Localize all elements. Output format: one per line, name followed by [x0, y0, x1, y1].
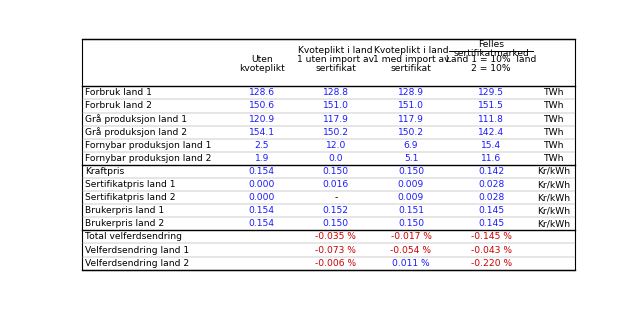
Text: 0.154: 0.154 [249, 219, 275, 228]
Text: Total velferdsendring: Total velferdsendring [85, 232, 182, 241]
Text: 151.0: 151.0 [398, 101, 424, 111]
Text: 117.9: 117.9 [398, 115, 424, 123]
Text: 0.028: 0.028 [478, 180, 504, 189]
Text: 128.8: 128.8 [323, 89, 349, 97]
Text: Kvoteplikt i land: Kvoteplikt i land [374, 46, 448, 55]
Text: 1.9: 1.9 [254, 154, 269, 163]
Text: Fornybar produksjon land 1: Fornybar produksjon land 1 [85, 141, 211, 150]
Text: -0.006 %: -0.006 % [315, 259, 356, 268]
Text: 0.145: 0.145 [478, 206, 504, 215]
Text: sertifikat: sertifikat [391, 64, 431, 73]
Text: 2.5: 2.5 [254, 141, 269, 150]
Text: -0.017 %: -0.017 % [391, 232, 431, 241]
Text: kvoteplikt: kvoteplikt [239, 64, 285, 73]
Text: Fornybar produksjon land 2: Fornybar produksjon land 2 [85, 154, 211, 163]
Text: 15.4: 15.4 [481, 141, 501, 150]
Text: 151.5: 151.5 [478, 101, 504, 111]
Text: -0.145 %: -0.145 % [471, 232, 511, 241]
Text: 128.6: 128.6 [249, 89, 275, 97]
Text: 0.150: 0.150 [398, 167, 424, 176]
Text: Brukerpris land 1: Brukerpris land 1 [85, 206, 164, 215]
Text: Brukerpris land 2: Brukerpris land 2 [85, 219, 164, 228]
Text: TWh: TWh [544, 89, 564, 97]
Text: 0.154: 0.154 [249, 167, 275, 176]
Text: Forbruk land 1: Forbruk land 1 [85, 89, 152, 97]
Text: 6.9: 6.9 [404, 141, 418, 150]
Text: 0.009: 0.009 [398, 193, 424, 202]
Text: 0.142: 0.142 [478, 167, 504, 176]
Text: 0.150: 0.150 [322, 219, 349, 228]
Text: Velferdsendring land 1: Velferdsendring land 1 [85, 245, 189, 255]
Text: Kr/kWh: Kr/kWh [537, 180, 570, 189]
Text: sertifikat: sertifikat [315, 64, 356, 73]
Text: 0.150: 0.150 [398, 219, 424, 228]
Text: 111.8: 111.8 [478, 115, 504, 123]
Text: 0.009: 0.009 [398, 180, 424, 189]
Text: -0.043 %: -0.043 % [471, 245, 511, 255]
Text: 120.9: 120.9 [249, 115, 275, 123]
Text: -0.220 %: -0.220 % [471, 259, 511, 268]
Text: 0.152: 0.152 [322, 206, 349, 215]
Text: 0.154: 0.154 [249, 206, 275, 215]
Text: TWh: TWh [544, 154, 564, 163]
Text: 0.151: 0.151 [398, 206, 424, 215]
Text: Kr/kWh: Kr/kWh [537, 193, 570, 202]
Text: 11.6: 11.6 [481, 154, 501, 163]
Text: Grå produksjon land 2: Grå produksjon land 2 [85, 127, 187, 137]
Text: Kraftpris: Kraftpris [85, 167, 124, 176]
Text: 142.4: 142.4 [478, 128, 504, 137]
Text: 1 med import av: 1 med import av [373, 55, 449, 64]
Text: -0.035 %: -0.035 % [315, 232, 356, 241]
Text: Forbruk land 2: Forbruk land 2 [85, 101, 152, 111]
Text: 150.2: 150.2 [398, 128, 424, 137]
Text: 0.011 %: 0.011 % [392, 259, 430, 268]
Text: 150.6: 150.6 [249, 101, 275, 111]
Text: -0.054 %: -0.054 % [391, 245, 431, 255]
Text: 128.9: 128.9 [398, 89, 424, 97]
Text: 5.1: 5.1 [404, 154, 418, 163]
Text: 154.1: 154.1 [249, 128, 275, 137]
Text: TWh: TWh [544, 141, 564, 150]
Text: 0.150: 0.150 [322, 167, 349, 176]
Text: TWh: TWh [544, 101, 564, 111]
Text: 2 = 10%: 2 = 10% [471, 64, 511, 73]
Text: -0.073 %: -0.073 % [315, 245, 356, 255]
Text: Sertifikatpris land 1: Sertifikatpris land 1 [85, 180, 176, 189]
Text: 1 uten import av: 1 uten import av [297, 55, 375, 64]
Text: Kr/kWh: Kr/kWh [537, 167, 570, 176]
Text: 0.016: 0.016 [322, 180, 349, 189]
Text: Land 1 = 10%  land: Land 1 = 10% land [446, 55, 536, 64]
Text: Felles: Felles [478, 40, 504, 49]
Text: sertifikatmarked: sertifikatmarked [453, 49, 529, 58]
Text: Kr/kWh: Kr/kWh [537, 206, 570, 215]
Text: Kvoteplikt i land: Kvoteplikt i land [298, 46, 373, 55]
Text: 117.9: 117.9 [323, 115, 349, 123]
Text: 12.0: 12.0 [326, 141, 346, 150]
Text: 0.145: 0.145 [478, 219, 504, 228]
Text: 0.0: 0.0 [329, 154, 343, 163]
Text: 0.000: 0.000 [249, 193, 275, 202]
Text: TWh: TWh [544, 128, 564, 137]
Text: Grå produksjon land 1: Grå produksjon land 1 [85, 114, 187, 124]
Text: 150.2: 150.2 [322, 128, 349, 137]
Text: 151.0: 151.0 [323, 101, 349, 111]
Text: -: - [334, 193, 338, 202]
Text: 129.5: 129.5 [478, 89, 504, 97]
Text: TWh: TWh [544, 115, 564, 123]
Text: 0.000: 0.000 [249, 180, 275, 189]
Text: Sertifikatpris land 2: Sertifikatpris land 2 [85, 193, 176, 202]
Text: Uten: Uten [251, 55, 273, 64]
Text: 0.028: 0.028 [478, 193, 504, 202]
Text: Velferdsendring land 2: Velferdsendring land 2 [85, 259, 189, 268]
Text: Kr/kWh: Kr/kWh [537, 219, 570, 228]
